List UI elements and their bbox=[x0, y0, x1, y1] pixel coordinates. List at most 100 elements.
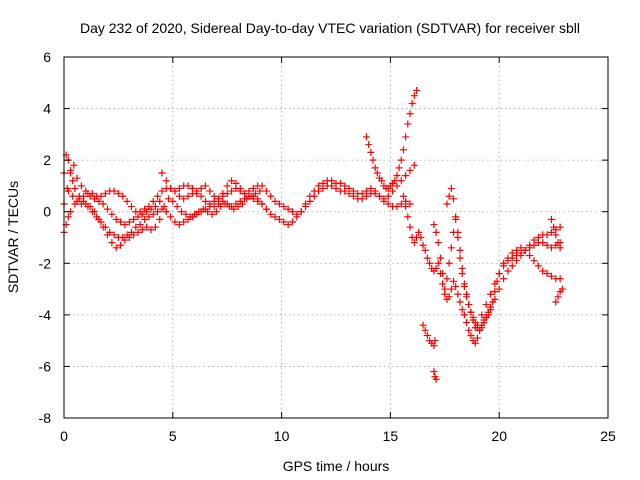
data-point bbox=[393, 182, 401, 190]
data-point bbox=[149, 197, 157, 205]
data-point bbox=[397, 177, 405, 185]
data-point bbox=[478, 311, 486, 319]
data-point bbox=[513, 246, 521, 254]
data-point bbox=[149, 210, 157, 218]
data-point bbox=[443, 275, 451, 283]
data-point bbox=[404, 120, 412, 128]
data-point bbox=[393, 203, 401, 211]
data-point bbox=[108, 210, 116, 218]
data-point bbox=[402, 133, 410, 141]
series-track-h bbox=[443, 185, 564, 334]
data-point bbox=[393, 172, 401, 180]
data-point bbox=[99, 223, 107, 231]
data-point bbox=[197, 185, 205, 193]
series-track-f bbox=[399, 192, 564, 347]
data-point bbox=[275, 200, 283, 208]
data-point bbox=[556, 223, 564, 231]
data-point bbox=[134, 228, 142, 236]
data-point bbox=[454, 290, 462, 298]
data-point bbox=[130, 215, 138, 223]
data-point bbox=[212, 208, 220, 216]
data-point bbox=[117, 218, 125, 226]
series-track-k bbox=[547, 215, 564, 252]
data-point bbox=[141, 215, 149, 223]
data-point bbox=[121, 236, 129, 244]
data-point bbox=[201, 182, 209, 190]
data-point bbox=[547, 272, 555, 280]
y-tick-label: -8 bbox=[39, 410, 52, 426]
data-point bbox=[225, 203, 233, 211]
data-point bbox=[251, 190, 259, 198]
data-point bbox=[86, 192, 94, 200]
data-point bbox=[439, 270, 447, 278]
data-point bbox=[63, 185, 71, 193]
data-point bbox=[410, 92, 418, 100]
data-point bbox=[434, 239, 442, 247]
x-tick-labels: 0 5 10 15 20 25 bbox=[60, 428, 616, 444]
data-point bbox=[86, 203, 94, 211]
data-point bbox=[456, 246, 464, 254]
data-point bbox=[413, 87, 421, 95]
x-tick-label: 15 bbox=[383, 428, 399, 444]
data-point bbox=[495, 270, 503, 278]
data-point bbox=[164, 195, 172, 203]
data-point bbox=[186, 213, 194, 221]
data-point bbox=[288, 218, 296, 226]
y-tick-label: 6 bbox=[43, 49, 51, 65]
data-point bbox=[543, 231, 551, 239]
data-point bbox=[180, 218, 188, 226]
data-point bbox=[421, 246, 429, 254]
data-point bbox=[136, 221, 144, 229]
data-point bbox=[452, 213, 460, 221]
data-point bbox=[491, 280, 499, 288]
data-point bbox=[419, 321, 427, 329]
data-point bbox=[362, 133, 370, 141]
data-point bbox=[458, 270, 466, 278]
series-track-d bbox=[60, 161, 270, 229]
y-tick-label: -4 bbox=[39, 307, 52, 323]
data-point bbox=[349, 192, 357, 200]
data-point bbox=[482, 313, 490, 321]
data-point bbox=[445, 192, 453, 200]
series-track-j bbox=[430, 368, 440, 383]
data-point bbox=[80, 192, 88, 200]
data-point bbox=[191, 210, 199, 218]
y-tick-label: -2 bbox=[39, 255, 52, 271]
y-axis-title: SDTVAR / TECUs bbox=[5, 181, 21, 293]
y-tick-label: 2 bbox=[43, 152, 51, 168]
data-point bbox=[284, 205, 292, 213]
data-point bbox=[445, 293, 453, 301]
data-point bbox=[554, 293, 562, 301]
data-point bbox=[112, 215, 120, 223]
data-point bbox=[543, 270, 551, 278]
data-point bbox=[197, 192, 205, 200]
data-point bbox=[456, 298, 464, 306]
data-point bbox=[417, 234, 425, 241]
data-point bbox=[410, 161, 418, 169]
data-point bbox=[104, 205, 112, 213]
data-point bbox=[482, 301, 490, 309]
grid-lines bbox=[64, 57, 608, 418]
data-point bbox=[315, 187, 323, 195]
data-point bbox=[423, 254, 431, 262]
data-point bbox=[302, 203, 310, 211]
data-point bbox=[110, 187, 118, 195]
data-point bbox=[539, 267, 547, 275]
x-tick-label: 25 bbox=[600, 428, 616, 444]
data-point bbox=[504, 254, 512, 262]
data-point bbox=[71, 185, 79, 193]
data-point bbox=[547, 215, 555, 223]
data-point bbox=[345, 190, 353, 198]
data-point bbox=[223, 182, 231, 190]
data-point bbox=[95, 197, 103, 205]
y-tick-label: 0 bbox=[43, 204, 51, 220]
y-tick-label: 4 bbox=[43, 101, 51, 117]
data-point bbox=[467, 308, 475, 316]
data-point bbox=[404, 213, 412, 221]
data-point bbox=[162, 208, 170, 216]
series-track-l bbox=[552, 285, 566, 306]
data-point bbox=[526, 241, 534, 249]
data-point bbox=[249, 185, 257, 193]
data-point bbox=[362, 192, 370, 200]
